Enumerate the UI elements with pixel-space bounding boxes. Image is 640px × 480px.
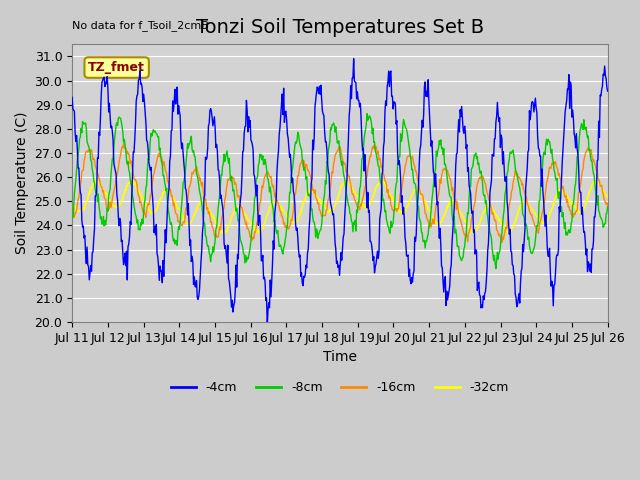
Text: No data for f_Tsoil_2cmB: No data for f_Tsoil_2cmB bbox=[72, 20, 209, 31]
X-axis label: Time: Time bbox=[323, 350, 357, 364]
Title: Tonzi Soil Temperatures Set B: Tonzi Soil Temperatures Set B bbox=[196, 18, 484, 37]
Text: TZ_fmet: TZ_fmet bbox=[88, 61, 145, 74]
Legend: -4cm, -8cm, -16cm, -32cm: -4cm, -8cm, -16cm, -32cm bbox=[166, 376, 514, 399]
Y-axis label: Soil Temperature (C): Soil Temperature (C) bbox=[15, 112, 29, 254]
